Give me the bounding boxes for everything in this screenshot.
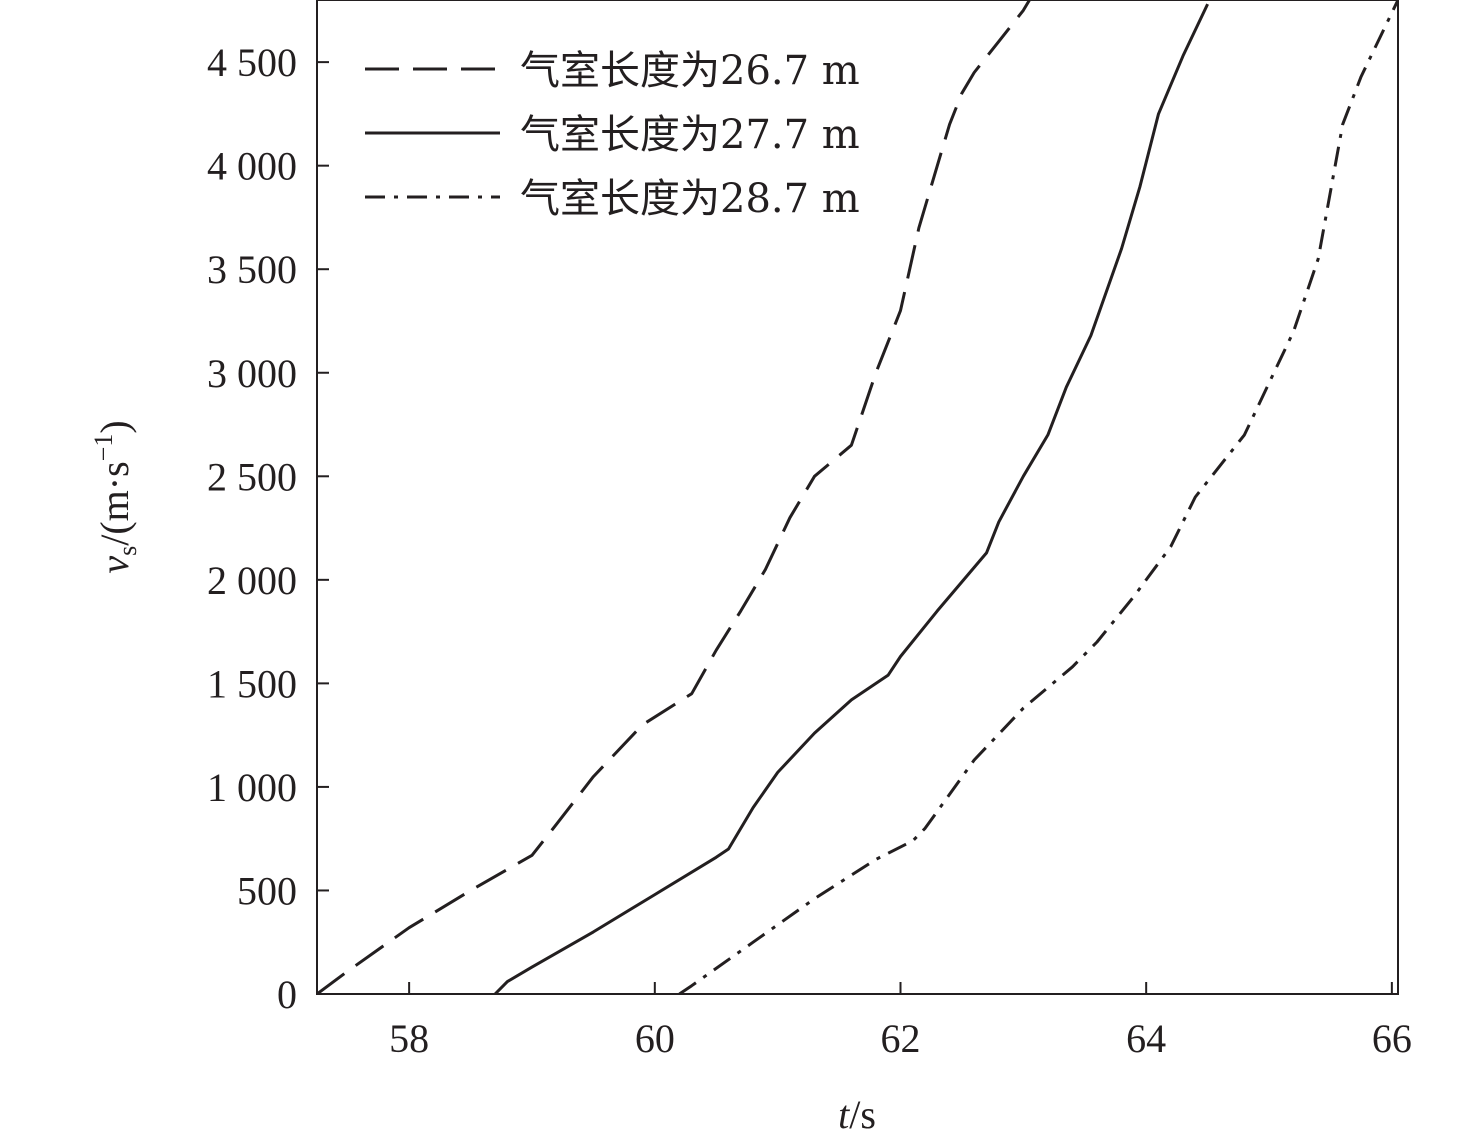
legend-label-series-1: 气室长度为26.7 m: [520, 48, 860, 94]
x-tick-label: 62: [880, 1016, 920, 1061]
x-tick-label: 60: [635, 1016, 675, 1061]
x-tick-label: 58: [389, 1016, 429, 1061]
y-tick-label: 1 000: [207, 765, 297, 810]
x-axis-unit: /s: [849, 1092, 876, 1137]
y-axis-unit: /(m·s: [92, 461, 137, 545]
y-axis-variable: v: [92, 556, 137, 574]
y-tick-label: 1 500: [207, 661, 297, 706]
legend-label-series-3: 气室长度为28.7 m: [520, 176, 860, 222]
x-tick-label: 66: [1372, 1016, 1412, 1061]
y-tick-label: 0: [277, 972, 297, 1017]
series-line-2: [494, 3, 1209, 994]
y-axis-unit-superscript: −1: [89, 434, 118, 462]
series-line-3: [678, 0, 1398, 994]
y-tick-label: 4 500: [207, 40, 297, 85]
y-tick-label: 500: [237, 868, 297, 913]
y-tick-label: 3 000: [207, 351, 297, 396]
series-line-1: [317, 0, 1031, 994]
x-axis-label: t/s: [838, 1092, 876, 1137]
x-axis-variable: t: [838, 1092, 850, 1137]
plot-frame: [316, 0, 1399, 995]
y-tick-label: 3 500: [207, 247, 297, 292]
y-axis-unit-close: ): [92, 420, 137, 433]
y-tick-label: 2 500: [207, 454, 297, 499]
y-tick-label: 4 000: [207, 144, 297, 189]
y-tick-label: 2 000: [207, 558, 297, 603]
legend: 气室长度为26.7 m 气室长度为27.7 m 气室长度为28.7 m: [365, 48, 860, 222]
legend-label-series-2: 气室长度为27.7 m: [520, 112, 860, 158]
y-axis-subscript: s: [113, 546, 142, 556]
x-tick-label: 64: [1126, 1016, 1166, 1061]
y-axis-label: vs/(m·s−1): [89, 420, 142, 573]
